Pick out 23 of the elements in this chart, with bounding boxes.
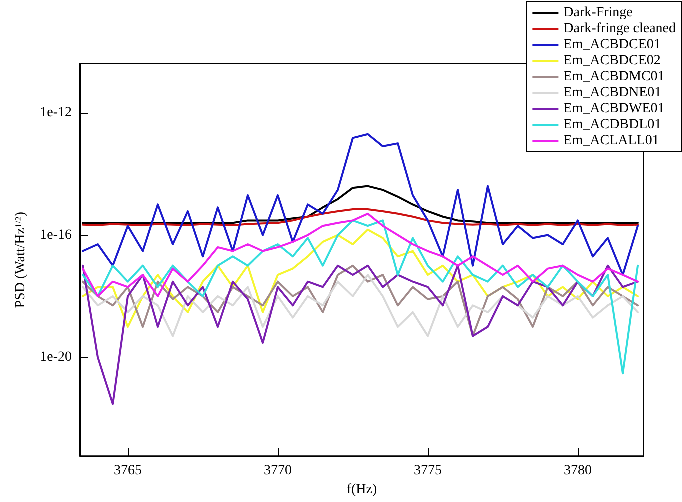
y-axis-title: PSD (Watt/Hz1/2)	[14, 212, 28, 308]
legend-label: Em_ACBDMC01	[564, 70, 665, 84]
line-series	[82, 264, 639, 406]
x-tick-label: 3765	[114, 464, 142, 479]
legend-label: Dark-fringe cleaned	[564, 22, 676, 36]
legend-label: Em_ACBDCE02	[564, 54, 661, 68]
legend-label: Em_ACBDCE01	[564, 38, 661, 52]
x-tick-label: 3775	[414, 464, 442, 479]
legend-label: Em_ACDBDL01	[564, 118, 662, 132]
line-series	[82, 220, 639, 375]
legend-label: Dark-Fringe	[564, 6, 633, 20]
legend-label: Em_ACBDWE01	[564, 102, 665, 116]
line-series	[82, 208, 639, 226]
line-series	[82, 228, 639, 328]
x-tick-label: 3770	[264, 464, 292, 479]
y-tick-label: 1e-16	[40, 228, 72, 243]
y-tick-label: 1e-20	[40, 350, 72, 366]
legend-label: Em_ACBDNE01	[564, 86, 662, 100]
y-tick-label: 1e-12	[40, 105, 72, 120]
x-axis-title: f(Hz)	[346, 482, 378, 498]
x-tick-label: 3780	[564, 464, 592, 479]
legend-label: Em_ACLALL01	[564, 134, 660, 148]
line-series	[82, 212, 639, 298]
